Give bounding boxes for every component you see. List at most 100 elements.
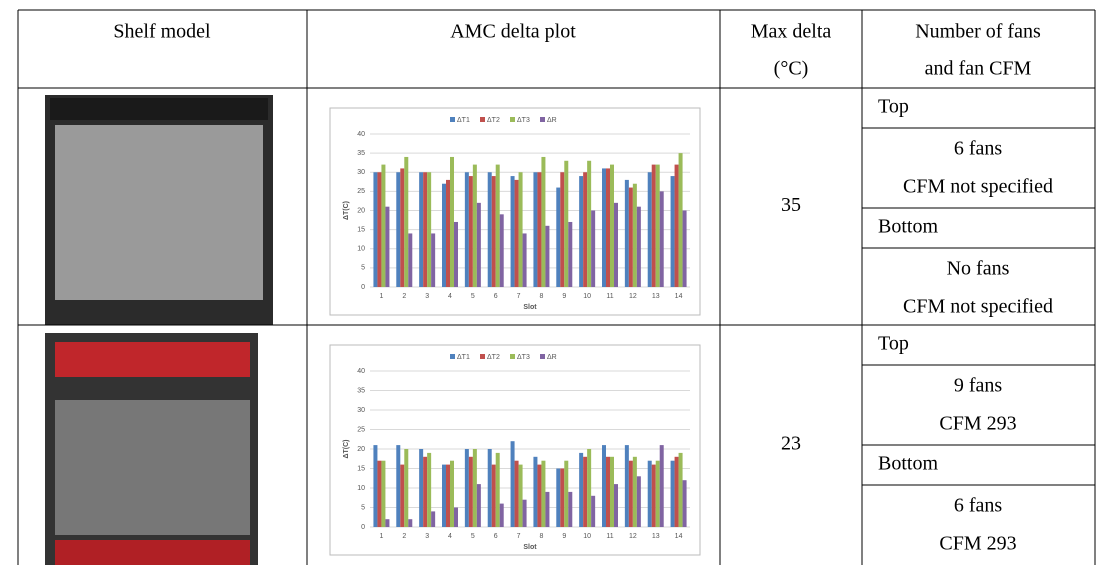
bar [519, 465, 523, 527]
legend-swatch [510, 354, 515, 359]
bar [408, 233, 412, 287]
fan-detail: No fans [947, 258, 1010, 280]
max-delta: 23 [781, 433, 801, 455]
bar [519, 172, 523, 287]
bar [446, 180, 450, 287]
x-tick-label: 12 [629, 533, 637, 540]
x-tick-label: 6 [494, 533, 498, 540]
x-tick-label: 2 [402, 533, 406, 540]
legend-swatch [480, 117, 485, 122]
bar [377, 461, 381, 527]
bar [679, 153, 683, 287]
x-tick-label: 13 [652, 293, 660, 300]
page: Shelf modelAMC delta plotMax delta(°C)Nu… [0, 0, 1102, 565]
bar [477, 484, 481, 527]
x-tick-label: 7 [517, 293, 521, 300]
bar [400, 168, 404, 287]
y-tick-label: 20 [357, 446, 365, 453]
legend-label: ΔR [547, 354, 557, 361]
bar [602, 168, 606, 287]
x-tick-label: 5 [471, 533, 475, 540]
x-tick-label: 1 [379, 533, 383, 540]
y-tick-label: 0 [361, 524, 365, 531]
bar [373, 172, 377, 287]
x-tick-label: 8 [539, 533, 543, 540]
bar [523, 233, 527, 287]
bar [610, 165, 614, 287]
y-tick-label: 25 [357, 426, 365, 433]
bar [396, 445, 400, 527]
bar [469, 176, 473, 287]
legend-swatch [540, 354, 545, 359]
bar [408, 519, 412, 527]
bar [587, 449, 591, 527]
legend-label: ΔT3 [517, 354, 530, 361]
fan-position: Top [878, 333, 909, 355]
fan-detail: 6 fans [954, 138, 1003, 160]
bar [511, 441, 515, 527]
bar [637, 476, 641, 527]
fan-detail: CFM not specified [903, 176, 1053, 198]
bar [606, 168, 610, 287]
bar [587, 161, 591, 287]
legend-swatch [450, 354, 455, 359]
legend-label: ΔT1 [457, 117, 470, 124]
bar [648, 461, 652, 527]
x-tick-label: 4 [448, 533, 452, 540]
x-tick-label: 14 [675, 293, 683, 300]
bar [523, 500, 527, 527]
y-axis-label: ΔT(C) [343, 201, 350, 220]
fan-detail: 9 fans [954, 375, 1003, 397]
bar [648, 172, 652, 287]
bar [633, 457, 637, 527]
bar [492, 176, 496, 287]
bar [450, 157, 454, 287]
bar [660, 191, 664, 287]
x-tick-label: 14 [675, 533, 683, 540]
bar [560, 172, 564, 287]
y-tick-label: 10 [357, 485, 365, 492]
legend-label: ΔT2 [487, 117, 500, 124]
fan-detail: CFM not specified [903, 296, 1053, 318]
legend-label: ΔT3 [517, 117, 530, 124]
bar [652, 165, 656, 287]
bar [583, 172, 587, 287]
max-delta: 35 [781, 194, 801, 216]
bar [660, 445, 664, 527]
legend-swatch [510, 117, 515, 122]
bar [385, 207, 389, 287]
bar [671, 461, 675, 527]
bar [465, 172, 469, 287]
y-tick-label: 40 [357, 368, 365, 375]
bar [583, 457, 587, 527]
x-tick-label: 8 [539, 293, 543, 300]
bar [419, 172, 423, 287]
legend-swatch [540, 117, 545, 122]
bar [568, 222, 572, 287]
bar [637, 207, 641, 287]
bar [675, 165, 679, 287]
bar [450, 461, 454, 527]
x-tick-label: 9 [562, 533, 566, 540]
bar [541, 157, 545, 287]
bar [496, 165, 500, 287]
y-tick-label: 30 [357, 169, 365, 176]
x-tick-label: 3 [425, 533, 429, 540]
bar [423, 172, 427, 287]
bar [602, 445, 606, 527]
bar [442, 184, 446, 287]
y-axis-label: ΔT(C) [343, 439, 350, 458]
bar [537, 465, 541, 527]
bar [591, 496, 595, 527]
bar [606, 457, 610, 527]
bar [431, 233, 435, 287]
x-tick-label: 1 [379, 293, 383, 300]
bar [469, 457, 473, 527]
legend-swatch [480, 354, 485, 359]
bar [564, 461, 568, 527]
bar [377, 172, 381, 287]
bar [633, 184, 637, 287]
x-tick-label: 6 [494, 293, 498, 300]
bar [396, 172, 400, 287]
bar [454, 222, 458, 287]
